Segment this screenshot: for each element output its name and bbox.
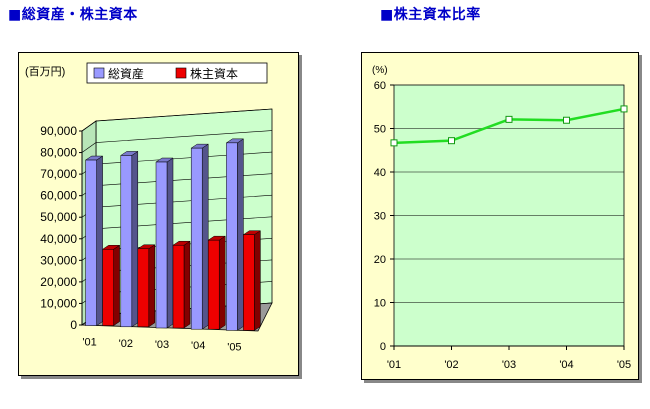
- data-point-marker: [620, 105, 628, 113]
- y-tick-label: 50: [374, 124, 386, 136]
- data-point-marker: [448, 137, 455, 145]
- x-tick-label: '05: [227, 341, 241, 353]
- bar-total-assets: [85, 159, 97, 326]
- y-tick-label: 0: [70, 318, 77, 332]
- equity-ratio-chart-panel: 0 10 20 30 40 50 60 (%) '01 '02 '03 '04 '05: [361, 52, 639, 380]
- bar-total-assets: [190, 147, 203, 330]
- x-tick-label: '04: [191, 340, 205, 352]
- bar-side: [183, 240, 191, 329]
- bar-shareholders-equity: [243, 234, 255, 331]
- x-tick-label: '01: [387, 359, 401, 371]
- data-point-marker: [563, 116, 570, 124]
- bar-side: [201, 143, 209, 330]
- x-tick-label: '03: [155, 339, 169, 351]
- bar-shareholders-equity: [102, 249, 114, 326]
- legend-swatch: [175, 67, 187, 79]
- bar-total-assets: [155, 161, 168, 329]
- y-tick-label: 60: [374, 80, 386, 92]
- y-tick-label: 30: [374, 211, 386, 223]
- x-tick-label: '01: [82, 337, 96, 349]
- grid-line-side: [81, 142, 97, 153]
- bar-side: [131, 150, 139, 328]
- bar-side: [148, 244, 156, 328]
- y-tick-label: 30,000: [40, 253, 77, 267]
- legend-swatch: [93, 67, 105, 79]
- y-tick-label: 10,000: [40, 296, 77, 310]
- bar-shareholders-equity: [207, 239, 220, 330]
- y-tick-label: 40,000: [40, 232, 77, 246]
- legend-label: 株主資本: [190, 66, 238, 81]
- x-tick-label: '05: [617, 359, 631, 371]
- bar-shareholders-equity: [172, 244, 185, 329]
- x-tick-label: '02: [444, 359, 458, 371]
- equity-ratio-heading: ■株主資本比率: [380, 7, 481, 23]
- y-unit-label: (百万円): [25, 66, 65, 78]
- y-tick-label: 70,000: [40, 167, 77, 181]
- bar-total-assets: [226, 142, 238, 331]
- y-unit-label: (%): [372, 65, 388, 76]
- y-tick-label: 40: [374, 167, 386, 179]
- y-tick-label: 10: [374, 298, 386, 310]
- y-tick-label: 20,000: [40, 275, 77, 289]
- bar-total-assets: [120, 155, 133, 328]
- grid-line-side: [81, 120, 97, 132]
- data-point-marker: [505, 115, 513, 123]
- total-assets-equity-heading: ■総資産・株主資本: [8, 7, 138, 23]
- assets-equity-bar-chart: 0 10,000 20,000 30,000 40,000 50,000 60,000 70,…: [25, 62, 273, 353]
- legend-label: 総資産: [108, 66, 144, 81]
- y-tick-label: 50,000: [40, 210, 77, 224]
- assets-equity-chart-panel: 0 10,000 20,000 30,000 40,000 50,000 60,000 70,…: [18, 52, 299, 376]
- y-tick-label: 90,000: [40, 124, 77, 138]
- bar-side: [218, 235, 226, 330]
- x-tick-label: '04: [559, 359, 573, 371]
- bar-shareholders-equity: [137, 248, 150, 328]
- grid-line: [95, 130, 273, 143]
- x-tick-label: '02: [119, 338, 133, 350]
- bar-side: [113, 244, 120, 327]
- bar-side: [237, 138, 244, 331]
- y-tick-label: 20: [374, 254, 386, 266]
- equity-ratio-line-chart: 0 10 20 30 40 50 60 (%) '01 '02 '03 '04 '05: [372, 65, 631, 371]
- grid-line: [95, 108, 273, 122]
- x-tick-label: '03: [502, 359, 516, 371]
- bar-side: [254, 230, 261, 331]
- bar-side: [96, 155, 103, 327]
- data-point-marker: [390, 139, 398, 147]
- y-tick-label: 80,000: [40, 146, 77, 160]
- bar-side: [166, 157, 174, 329]
- y-tick-label: 0: [380, 341, 386, 353]
- y-tick-label: 60,000: [40, 189, 77, 203]
